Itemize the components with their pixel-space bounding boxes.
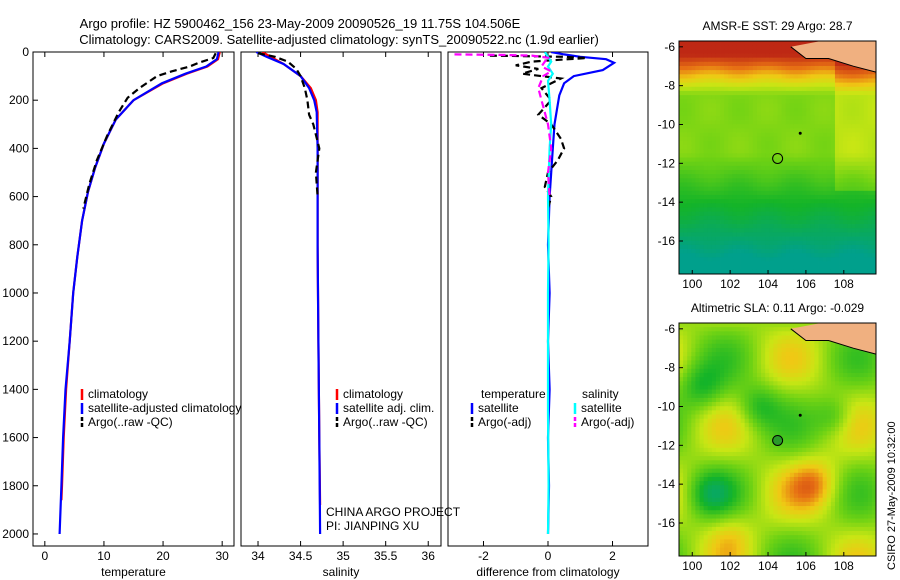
- sst_map-ytick-label: -6: [664, 40, 675, 54]
- sla_map-island: [798, 413, 802, 417]
- sst_map-xtick-label: 108: [834, 277, 854, 291]
- sst_map-coastline: [790, 46, 877, 73]
- sla_map-ytick-label: -6: [664, 322, 675, 336]
- difference-xtick-label: -2: [478, 549, 489, 563]
- sla_map: Altimetric SLA: 0.11 Argo: -0.029 100 102 1…: [658, 301, 877, 573]
- temperature-legend-label: Argo(..raw -QC): [88, 415, 173, 429]
- depth-ytick-label: 1800: [2, 479, 29, 493]
- sla_map-xtick-label: 100: [682, 559, 702, 573]
- profile-title: Argo profile: HZ 5900462_156 23-May-2009…: [80, 16, 521, 31]
- sst_map-ytick-label: -16: [658, 234, 676, 248]
- sla_map-coastline: [790, 328, 877, 355]
- salinity-xtick-label: 34: [251, 549, 265, 563]
- sst_map-land: [790, 41, 876, 73]
- project-line2: PI: JIANPING XU: [326, 519, 419, 533]
- depth-ytick-label: 0: [22, 45, 29, 59]
- diff-legend-temp-satellite: satellite: [478, 401, 519, 415]
- climatology-title: Climatology: CARS2009. Satellite-adjuste…: [79, 32, 599, 47]
- sla_map-cells: [679, 323, 877, 557]
- diff-legend-temperature: temperature: [481, 387, 546, 401]
- depth-ytick-label: 200: [9, 93, 29, 107]
- sla_map-argo-marker: [772, 434, 784, 446]
- sla_map-ytick-label: -10: [658, 399, 676, 413]
- sst_map-ytick-label: -12: [658, 156, 676, 170]
- depth-ytick-label: 1000: [2, 286, 29, 300]
- temperature-axes-box: [32, 51, 235, 547]
- sla_map-land: [790, 323, 876, 355]
- sla_map-title: Altimetric SLA: 0.11 Argo: -0.029: [691, 301, 865, 315]
- salinity-xtick-label: 36: [422, 549, 436, 563]
- sst_map-frame: [678, 40, 877, 275]
- salinity-axes-box: [240, 51, 442, 547]
- project-line1: CHINA ARGO PROJECT: [326, 505, 461, 519]
- sla_map-ytick-label: -12: [658, 438, 676, 452]
- credit-label: CSIRO 27-May-2009 10:32:00: [886, 421, 898, 570]
- salinity-series-2: [255, 52, 322, 535]
- salinity-legend-label: Argo(..raw -QC): [343, 415, 428, 429]
- depth-ytick-label: 800: [9, 238, 29, 252]
- sst_map-ytick-label: -14: [658, 195, 676, 209]
- diff-legend-salinity: salinity: [582, 387, 619, 401]
- sst_map-cells: [679, 41, 877, 275]
- salinity-series-3: [257, 52, 321, 197]
- sla_map-ytick-label: -14: [658, 477, 676, 491]
- difference-xtick-label: 0: [545, 549, 552, 563]
- sst_map-ytick-label: -8: [664, 79, 675, 93]
- temperature-legend-label: climatology: [88, 387, 148, 401]
- sst_map-xtick-label: 100: [682, 277, 702, 291]
- sla_map-xtick-label: 102: [720, 559, 740, 573]
- sst_map-title: AMSR-E SST: 29 Argo: 28.7: [702, 19, 852, 33]
- temperature-panel: 0 10 20 30 0 200 400 600 800 1000 1200 1400 1600 1800…: [2, 45, 241, 579]
- difference-xlabel: difference from climatology: [476, 565, 619, 579]
- depth-ytick-label: 400: [9, 141, 29, 155]
- temperature-xtick-label: 20: [156, 549, 170, 563]
- depth-ytick-label: 1600: [2, 431, 29, 445]
- difference-panel: -2 0 2 difference from climatology temperatu…: [447, 51, 649, 579]
- salinity-xtick-label: 35: [336, 549, 350, 563]
- depth-ytick-label: 1200: [2, 334, 29, 348]
- temperature-xtick-label: 0: [41, 549, 48, 563]
- temperature-legend-label: satellite-adjusted climatology: [88, 401, 241, 415]
- salinity-panel: 34 34.5 35 35.5 36 salinity climatologysatelli…: [240, 51, 442, 579]
- temperature-series-3: [82, 52, 217, 209]
- difference-series-4: [454, 53, 554, 197]
- salinity-legend-label: climatology: [343, 387, 403, 401]
- salinity-xlabel: salinity: [323, 565, 360, 579]
- depth-ytick-label: 2000: [2, 527, 29, 541]
- salinity-legend-label: satellite adj. clim.: [343, 401, 434, 415]
- sst_map-island: [798, 131, 802, 135]
- sla_map-ytick-label: -8: [664, 361, 675, 375]
- difference-series-3: [543, 52, 555, 535]
- temperature-xtick-label: 10: [97, 549, 111, 563]
- sst_map-xtick-label: 102: [720, 277, 740, 291]
- sst_map-xtick-label: 106: [796, 277, 816, 291]
- depth-ytick-label: 1400: [2, 382, 29, 396]
- diff-legend-temp-argo: Argo(-adj): [478, 415, 531, 429]
- sst_map-argo-marker: [772, 152, 784, 164]
- salinity-xtick-label: 35.5: [374, 549, 398, 563]
- diff-legend-sal-satellite: satellite: [581, 401, 622, 415]
- temperature-xlabel: temperature: [101, 565, 166, 579]
- sst_map-xtick-label: 104: [758, 277, 778, 291]
- sst_map-ytick-label: -10: [658, 117, 676, 131]
- sst_map: AMSR-E SST: 29 Argo: 28.7 100 102 104 106 108…: [658, 19, 877, 291]
- salinity-xtick-label: 34.5: [289, 549, 313, 563]
- sla_map-xtick-label: 108: [834, 559, 854, 573]
- difference-xtick-label: 2: [609, 549, 616, 563]
- sla_map-xtick-label: 106: [796, 559, 816, 573]
- depth-ytick-label: 600: [9, 190, 29, 204]
- sla_map-ytick-label: -16: [658, 516, 676, 530]
- sla_map-frame: [678, 322, 877, 557]
- temperature-xtick-label: 30: [215, 549, 229, 563]
- sla_map-xtick-label: 104: [758, 559, 778, 573]
- diff-legend-sal-argo: Argo(-adj): [581, 415, 634, 429]
